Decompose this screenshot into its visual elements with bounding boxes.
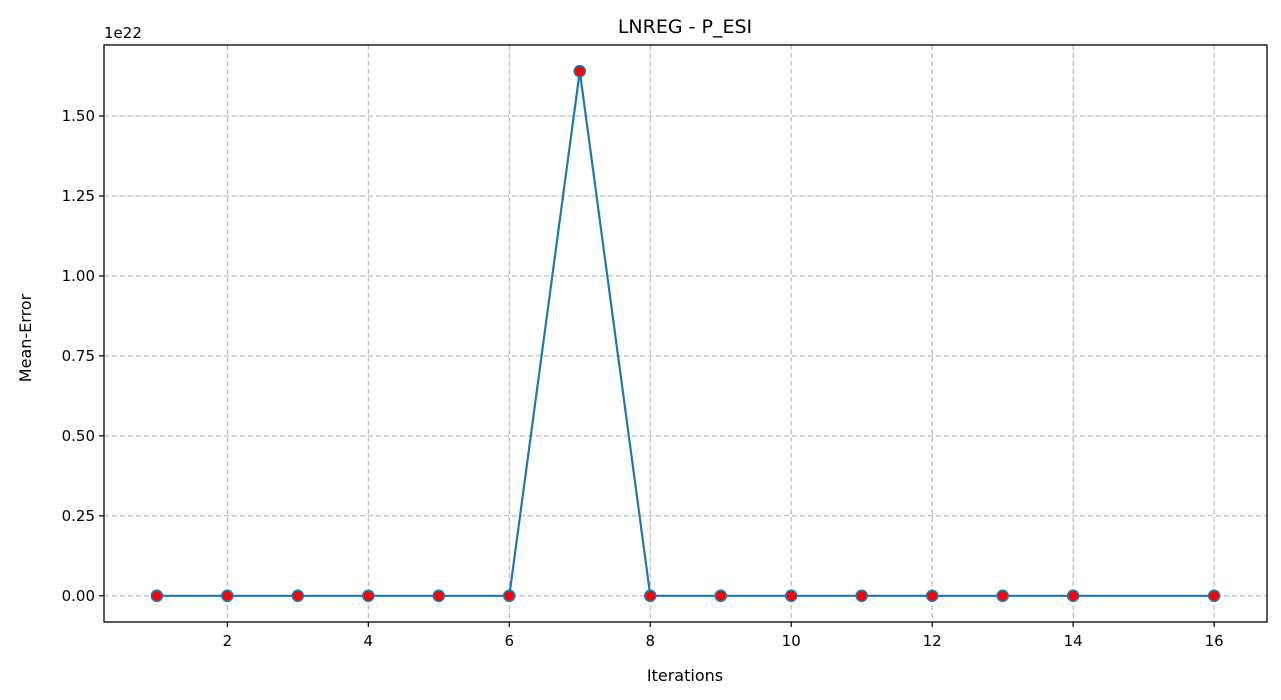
data-point: [996, 589, 1009, 603]
data-point: [150, 589, 164, 603]
y-axis-label: Mean-Error: [16, 293, 35, 382]
y-tick-label: 0.00: [62, 587, 95, 605]
x-tick-label: 12: [923, 632, 942, 650]
x-tick-label: 10: [782, 632, 801, 650]
x-axis-label: Iterations: [647, 666, 723, 685]
data-point: [714, 589, 728, 603]
data-point: [855, 589, 869, 603]
data-point: [291, 589, 305, 603]
y-tick-label: 0.25: [62, 507, 95, 525]
x-tick-label: 14: [1064, 632, 1083, 650]
y-offset-label: 1e22: [104, 24, 142, 42]
data-point: [925, 589, 939, 603]
data-point: [221, 589, 234, 603]
data-point: [362, 589, 375, 603]
x-tick-label: 8: [645, 632, 655, 650]
data-point: [502, 589, 516, 603]
y-tick-label: 0.75: [62, 347, 95, 365]
chart-title: LNREG - P_ESI: [618, 16, 752, 38]
plot-frame: [103, 44, 1268, 623]
data-point: [643, 589, 657, 603]
y-tick-label: 1.00: [62, 267, 95, 285]
y-tick-label: 1.50: [62, 107, 95, 125]
data-point: [1066, 589, 1080, 603]
y-tick-label: 0.50: [62, 427, 95, 445]
data-point: [1207, 589, 1221, 603]
data-point: [573, 64, 587, 78]
x-tick-label: 6: [505, 632, 515, 650]
x-tick-label: 16: [1205, 632, 1224, 650]
y-axis-ticks: 0.00 0.25 0.50 0.75 1.00 1.25 1.50: [62, 107, 104, 605]
series-layer: [150, 64, 1221, 603]
x-axis-ticks: 2 4 6 8 10 12 14 16: [223, 622, 1224, 650]
data-point: [784, 589, 798, 603]
y-tick-label: 1.25: [62, 187, 95, 205]
x-tick-label: 2: [223, 632, 233, 650]
data-point: [432, 589, 446, 603]
x-tick-label: 4: [364, 632, 374, 650]
